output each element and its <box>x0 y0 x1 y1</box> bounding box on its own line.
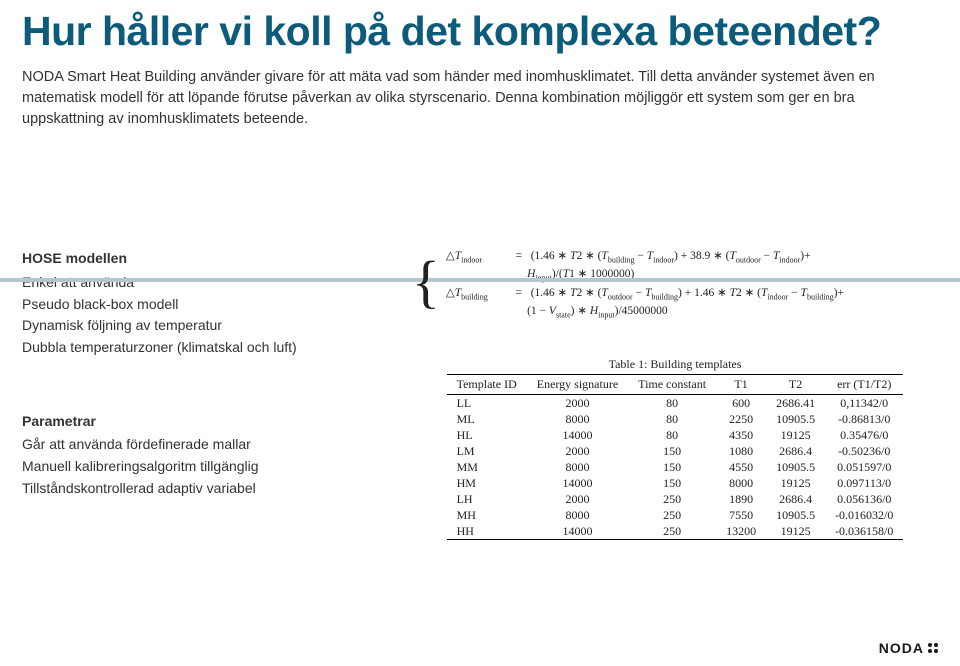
table-cell: 14000 <box>527 427 628 443</box>
table-cell: 8000 <box>527 411 628 427</box>
col-header: Energy signature <box>527 375 628 395</box>
table-cell: 2686.4 <box>766 491 825 507</box>
hose-heading: HOSE modellen <box>22 248 392 270</box>
table-row: MM8000150455010905.50.051597/0 <box>447 459 904 475</box>
table-cell: LL <box>447 395 527 412</box>
table-cell: -0.016032/0 <box>825 507 903 523</box>
hose-item: Pseudo black-box modell <box>22 294 392 316</box>
table-row: ML800080225010905.5-0.86813/0 <box>447 411 904 427</box>
intro-paragraph: NODA Smart Heat Building använder givare… <box>22 67 922 130</box>
table-cell: 2686.4 <box>766 443 825 459</box>
table-cell: -0.036158/0 <box>825 523 903 540</box>
logo: NODA <box>879 640 938 656</box>
table-cell: 150 <box>628 475 716 491</box>
table-cell: 0.051597/0 <box>825 459 903 475</box>
table-cell: 250 <box>628 491 716 507</box>
table-cell: LM <box>447 443 527 459</box>
table-cell: 14000 <box>527 475 628 491</box>
table-row: HH140002501320019125-0.036158/0 <box>447 523 904 540</box>
table-row: LM200015010802686.4-0.50236/0 <box>447 443 904 459</box>
params-heading: Parametrar <box>22 411 392 433</box>
table-cell: HL <box>447 427 527 443</box>
table-cell: 4350 <box>716 427 766 443</box>
table-cell: MH <box>447 507 527 523</box>
table-cell: 2000 <box>527 491 628 507</box>
table-cell: 250 <box>628 523 716 540</box>
table-cell: 19125 <box>766 475 825 491</box>
col-header: Time constant <box>628 375 716 395</box>
table-cell: 0,11342/0 <box>825 395 903 412</box>
table-cell: 2250 <box>716 411 766 427</box>
brace-icon: { <box>412 265 440 300</box>
table-cell: 1080 <box>716 443 766 459</box>
equations-block: { △Tindoor = (1.46 ∗ T2 ∗ (Tbuilding − T… <box>412 248 938 321</box>
section-divider <box>0 278 960 282</box>
table-cell: 600 <box>716 395 766 412</box>
hose-item: Dynamisk följning av temperatur <box>22 315 392 337</box>
col-header: T1 <box>716 375 766 395</box>
table-cell: 80 <box>628 395 716 412</box>
table-cell: 0.097113/0 <box>825 475 903 491</box>
table-cell: 8000 <box>527 459 628 475</box>
logo-dots-icon <box>928 643 938 653</box>
table-row: HL14000804350191250.35476/0 <box>447 427 904 443</box>
params-item: Går att använda fördefinerade mallar <box>22 434 392 456</box>
table-cell: 10905.5 <box>766 459 825 475</box>
table-cell: HM <box>447 475 527 491</box>
table-cell: 19125 <box>766 427 825 443</box>
table-cell: 150 <box>628 459 716 475</box>
table-cell: -0.86813/0 <box>825 411 903 427</box>
table-row: LL2000806002686.410,11342/0 <box>447 395 904 412</box>
hose-item: Enkel att använda <box>22 272 392 294</box>
table-cell: 150 <box>628 443 716 459</box>
table-cell: 0.35476/0 <box>825 427 903 443</box>
page-title: Hur håller vi koll på det komplexa betee… <box>22 8 938 55</box>
table-cell: HH <box>447 523 527 540</box>
hose-block: HOSE modellen Enkel att använda Pseudo b… <box>22 248 392 358</box>
table-row: HM140001508000191250.097113/0 <box>447 475 904 491</box>
table-cell: 0.056136/0 <box>825 491 903 507</box>
table-cell: 2686.41 <box>766 395 825 412</box>
table-cell: 1890 <box>716 491 766 507</box>
col-header: err (T1/T2) <box>825 375 903 395</box>
table-cell: 14000 <box>527 523 628 540</box>
table-row: MH8000250755010905.5-0.016032/0 <box>447 507 904 523</box>
table-cell: 10905.5 <box>766 411 825 427</box>
params-item: Tillståndskontrollerad adaptiv variabel <box>22 478 392 500</box>
equation-line: Hinput)/(T1 ∗ 1000000) <box>446 266 844 284</box>
table-cell: 2000 <box>527 443 628 459</box>
table-cell: MM <box>447 459 527 475</box>
params-item: Manuell kalibreringsalgoritm tillgänglig <box>22 456 392 478</box>
table-row: LH200025018902686.40.056136/0 <box>447 491 904 507</box>
equation-line: △Tbuilding = (1.46 ∗ T2 ∗ (Toutdoor − Tb… <box>446 285 844 303</box>
col-header: Template ID <box>447 375 527 395</box>
table-cell: 13200 <box>716 523 766 540</box>
templates-table: Template ID Energy signature Time consta… <box>447 374 904 540</box>
table-cell: -0.50236/0 <box>825 443 903 459</box>
table-cell: ML <box>447 411 527 427</box>
table-cell: 80 <box>628 411 716 427</box>
col-header: T2 <box>766 375 825 395</box>
table-cell: 8000 <box>716 475 766 491</box>
table-cell: 2000 <box>527 395 628 412</box>
table-cell: 80 <box>628 427 716 443</box>
table-cell: 4550 <box>716 459 766 475</box>
templates-table-wrap: Table 1: Building templates Template ID … <box>412 357 938 540</box>
table-cell: LH <box>447 491 527 507</box>
table-caption: Table 1: Building templates <box>412 357 938 372</box>
table-cell: 10905.5 <box>766 507 825 523</box>
table-cell: 7550 <box>716 507 766 523</box>
equation-line: (1 − Vstate) ∗ Hinput)/45000000 <box>446 303 844 321</box>
table-cell: 19125 <box>766 523 825 540</box>
equation-line: △Tindoor = (1.46 ∗ T2 ∗ (Tbuilding − Tin… <box>446 248 844 266</box>
table-cell: 250 <box>628 507 716 523</box>
table-cell: 8000 <box>527 507 628 523</box>
hose-item: Dubbla temperaturzoner (klimatskal och l… <box>22 337 392 359</box>
params-block: Parametrar Går att använda fördefinerade… <box>22 411 392 500</box>
logo-text: NODA <box>879 640 924 656</box>
